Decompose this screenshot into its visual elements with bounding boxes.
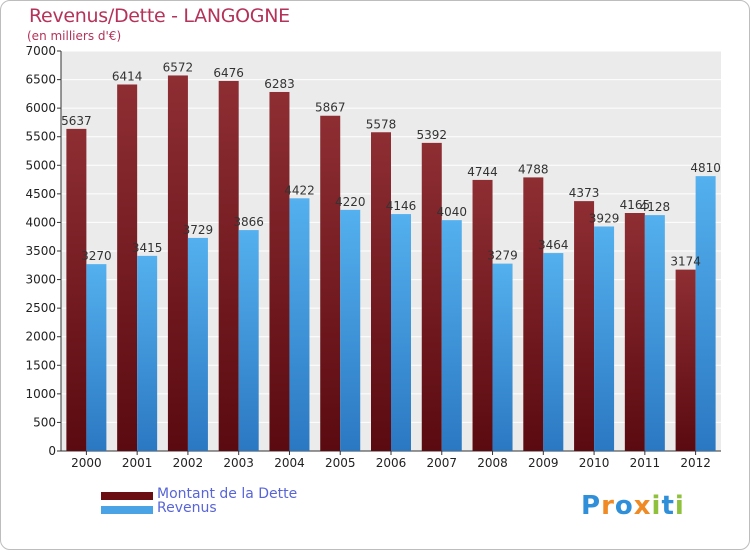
x-tick-label: 2009 xyxy=(528,456,559,470)
bar-revenus xyxy=(137,255,158,451)
bar-revenus xyxy=(187,237,208,451)
y-tick-label: 4500 xyxy=(25,187,56,201)
data-label-dette: 5578 xyxy=(366,117,397,131)
legend-label-revenus: Revenus xyxy=(157,500,217,516)
y-tick-label: 3000 xyxy=(25,273,56,287)
bar-dette xyxy=(66,128,87,451)
x-tick-label: 2012 xyxy=(680,456,711,470)
data-label-revenus: 4146 xyxy=(386,199,417,213)
x-tick-label: 2000 xyxy=(71,456,102,470)
bar-dette xyxy=(472,179,493,451)
data-label-dette: 6572 xyxy=(163,60,194,74)
x-tick-label: 2007 xyxy=(426,456,457,470)
logo-letter: r xyxy=(601,491,615,521)
data-label-revenus: 3270 xyxy=(81,249,112,263)
bar-dette xyxy=(269,91,290,451)
logo-letter: x xyxy=(633,491,652,521)
bar-revenus xyxy=(238,230,259,451)
bar-dette xyxy=(675,269,696,451)
data-label-dette: 6414 xyxy=(112,69,143,83)
bar-revenus xyxy=(594,226,615,451)
legend-swatch-dette xyxy=(101,492,153,500)
logo-letter: i xyxy=(651,491,662,521)
logo-letter: P xyxy=(581,491,602,521)
data-label-dette: 4373 xyxy=(569,186,600,200)
bar-dette xyxy=(117,84,138,451)
legend-swatch-revenus xyxy=(101,506,153,514)
data-label-dette: 3174 xyxy=(670,255,701,269)
data-label-dette: 5637 xyxy=(61,114,92,128)
data-label-dette: 5392 xyxy=(416,128,447,142)
y-tick-label: 5000 xyxy=(25,158,56,172)
data-label-revenus: 4040 xyxy=(436,205,467,219)
bar-revenus xyxy=(289,198,310,451)
x-tick-label: 2005 xyxy=(325,456,356,470)
legend-label-dette: Montant de la Dette xyxy=(157,486,298,502)
data-label-dette: 4788 xyxy=(518,162,549,176)
bar-revenus xyxy=(391,214,411,451)
x-tick-label: 2008 xyxy=(477,456,508,470)
data-label-dette: 4744 xyxy=(467,165,498,179)
bar-dette xyxy=(371,132,391,451)
x-tick-label: 2002 xyxy=(173,456,204,470)
data-label-dette: 4165 xyxy=(620,198,651,212)
x-tick-label: 2011 xyxy=(630,456,661,470)
y-tick-label: 500 xyxy=(33,415,56,429)
data-label-revenus: 3866 xyxy=(233,215,264,229)
data-label-revenus: 3729 xyxy=(183,223,214,237)
x-tick-label: 2001 xyxy=(122,456,153,470)
bar-dette xyxy=(218,80,239,451)
y-tick-label: 3500 xyxy=(25,244,56,258)
y-tick-label: 1500 xyxy=(25,358,56,372)
x-tick-label: 2006 xyxy=(376,456,407,470)
data-label-revenus: 4810 xyxy=(690,161,721,175)
logo-letter: o xyxy=(614,491,634,521)
chart-subtitle: (en milliers d'€) xyxy=(27,29,122,43)
bar-dette xyxy=(624,213,645,451)
bar-dette xyxy=(320,115,341,451)
logo-letter: t xyxy=(661,491,675,521)
data-label-revenus: 3464 xyxy=(538,238,569,252)
data-label-revenus: 4128 xyxy=(640,200,671,214)
logo-letter: i xyxy=(674,491,685,521)
bar-dette xyxy=(167,75,188,451)
y-tick-label: 2000 xyxy=(25,330,56,344)
y-tick-label: 5500 xyxy=(25,130,56,144)
y-tick-label: 2500 xyxy=(25,301,56,315)
data-label-dette: 5867 xyxy=(315,101,346,115)
data-label-revenus: 3415 xyxy=(132,241,163,255)
x-tick-label: 2003 xyxy=(223,456,254,470)
bar-dette xyxy=(523,177,544,451)
bar-revenus xyxy=(695,176,716,451)
y-tick-label: 0 xyxy=(48,444,56,458)
bar-revenus xyxy=(543,253,564,451)
bar-dette xyxy=(574,201,595,451)
data-label-dette: 6476 xyxy=(213,66,244,80)
data-label-revenus: 3929 xyxy=(589,211,620,225)
bar-revenus xyxy=(644,215,665,451)
data-label-dette: 6283 xyxy=(264,77,295,91)
data-label-revenus: 4220 xyxy=(335,195,366,209)
y-tick-label: 6000 xyxy=(25,101,56,115)
y-tick-label: 1000 xyxy=(25,387,56,401)
bar-revenus xyxy=(86,264,107,451)
data-label-revenus: 4422 xyxy=(284,183,315,197)
bar-dette xyxy=(421,142,442,451)
chart-title: Revenus/Dette - LANGOGNE xyxy=(29,5,290,27)
x-tick-label: 2004 xyxy=(274,456,305,470)
bar-revenus xyxy=(441,220,462,451)
y-tick-label: 7000 xyxy=(25,44,56,58)
y-tick-label: 6500 xyxy=(25,73,56,87)
data-label-revenus: 3279 xyxy=(487,249,518,263)
y-tick-label: 4000 xyxy=(25,215,56,229)
bar-revenus xyxy=(492,263,513,451)
x-tick-label: 2010 xyxy=(579,456,610,470)
bar-revenus xyxy=(340,209,361,451)
proxiti-logo: Proxiti xyxy=(581,491,685,521)
